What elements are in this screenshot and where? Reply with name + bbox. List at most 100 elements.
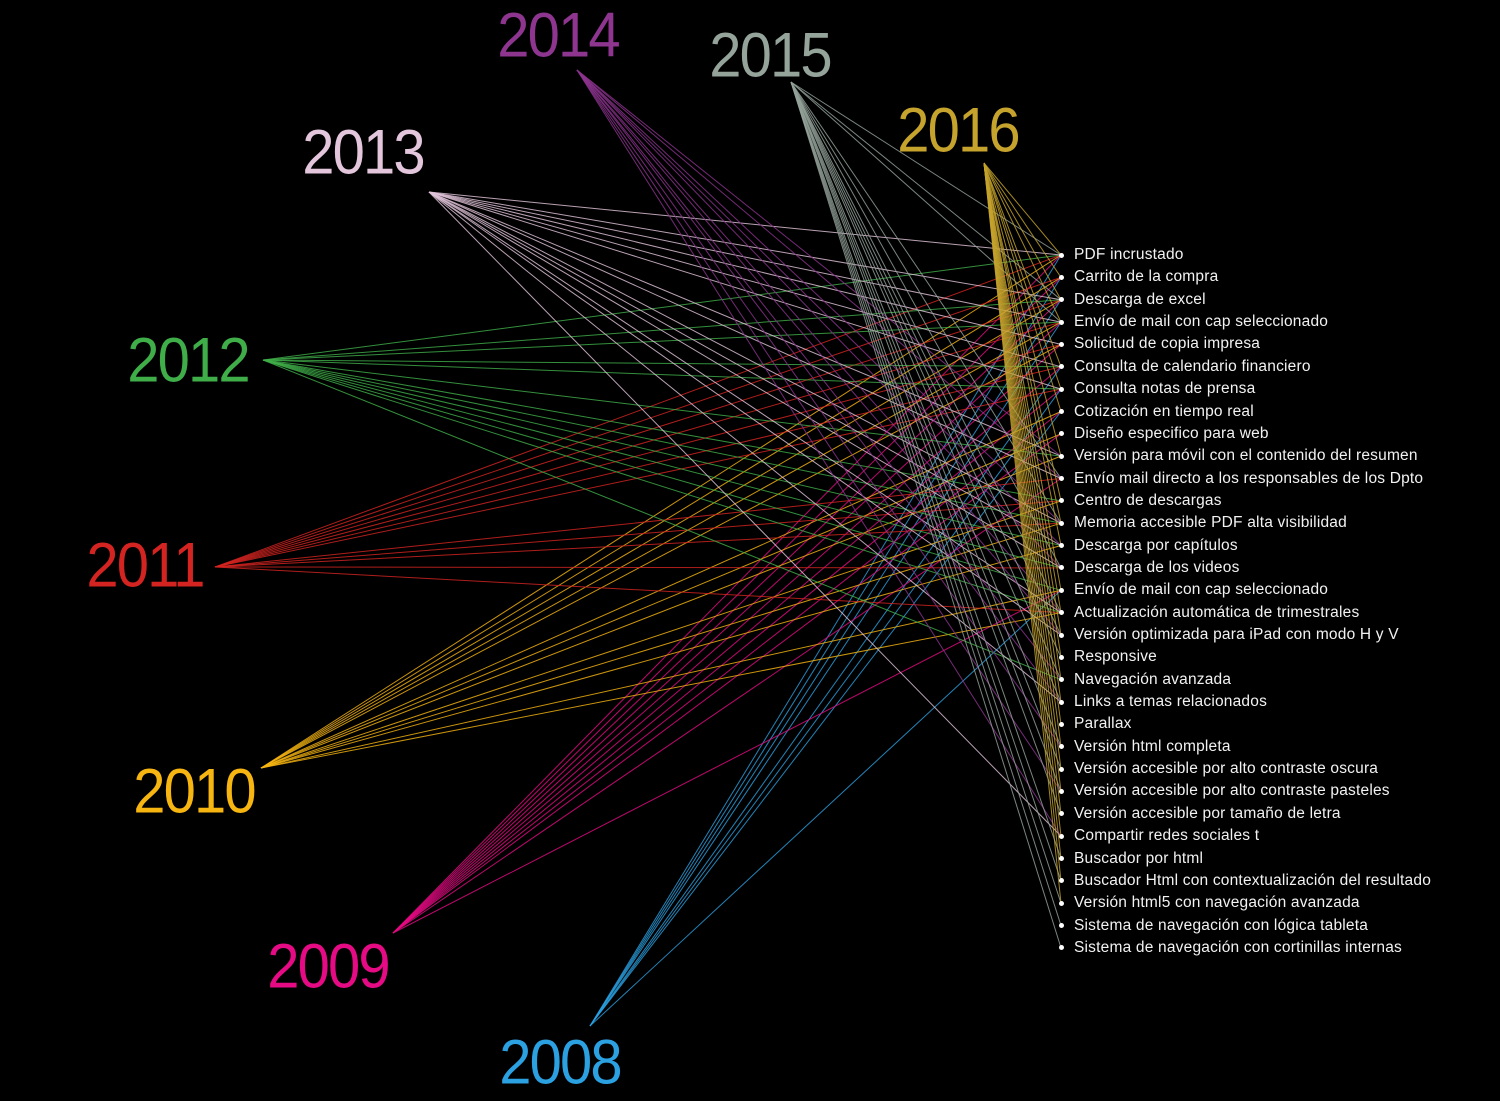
link-line-2009 <box>392 589 1062 934</box>
feature-item: Sistema de navegación con cortinillas in… <box>1059 939 1402 957</box>
link-line-2015 <box>790 81 1062 323</box>
link-line-2016 <box>983 162 1062 457</box>
feature-label: Envío de mail con cap seleccionado <box>1074 313 1329 331</box>
link-line-2016 <box>983 162 1062 278</box>
bullet-icon <box>1059 923 1064 928</box>
link-line-2014 <box>576 69 1062 747</box>
link-line-2016 <box>983 162 1062 367</box>
link-line-2013 <box>428 191 1062 636</box>
link-line-2015 <box>790 81 1062 301</box>
link-line-2011 <box>214 276 1062 568</box>
link-line-2015 <box>790 81 1062 859</box>
link-line-2012 <box>262 359 1062 457</box>
link-line-2014 <box>576 69 1062 837</box>
bullet-icon <box>1059 587 1064 593</box>
link-line-2008 <box>589 277 1062 1027</box>
bullet-icon <box>1059 498 1064 504</box>
link-line-2011 <box>214 566 1062 614</box>
year-label-2015: 2015 <box>709 20 832 91</box>
link-line-2008 <box>589 254 1062 1027</box>
link-line-2014 <box>576 69 1062 792</box>
link-line-2011 <box>214 500 1062 568</box>
feature-item: Consulta notas de prensa <box>1059 380 1255 398</box>
feature-label: Links a temas relacionados <box>1074 693 1268 710</box>
bullet-icon <box>1059 900 1064 906</box>
link-line-2015 <box>790 81 1062 256</box>
bullet-icon <box>1059 431 1064 437</box>
link-line-2008 <box>589 366 1062 1027</box>
link-line-2012 <box>262 359 1062 614</box>
bullet-icon <box>1059 453 1064 459</box>
link-line-2016 <box>983 162 1062 636</box>
feature-item: Versión html5 con navegación avanzada <box>1059 894 1360 912</box>
link-line-2010 <box>260 433 1062 769</box>
feature-label: Envío de mail con cap seleccionado <box>1074 581 1329 599</box>
year-label-2012: 2012 <box>127 325 250 396</box>
link-line-2016 <box>983 162 1062 658</box>
feature-item: Buscador Html con contextualización del … <box>1059 872 1431 890</box>
feature-label: Sistema de navegación con lógica tableta <box>1074 916 1369 934</box>
link-line-2012 <box>262 359 1062 502</box>
link-line-2011 <box>214 321 1062 568</box>
link-line-2010 <box>260 589 1062 769</box>
link-line-2015 <box>790 81 1062 703</box>
link-line-2009 <box>392 254 1062 934</box>
feature-item: Sistema de navegación con lógica tableta <box>1059 917 1368 935</box>
feature-label: Versión html completa <box>1074 737 1231 755</box>
link-line-2015 <box>790 81 1062 904</box>
feature-item: Actualización automática de trimestrales <box>1059 604 1359 622</box>
year-label-2008: 2008 <box>499 1027 622 1098</box>
link-line-2016 <box>983 162 1062 904</box>
link-line-2016 <box>983 162 1062 703</box>
feature-item: Descarga por capítulos <box>1059 537 1238 555</box>
feature-label: Buscador Html con contextualización del … <box>1074 871 1432 889</box>
bullet-icon <box>1059 744 1064 750</box>
link-line-2010 <box>260 254 1062 769</box>
year-label-2010: 2010 <box>133 756 256 827</box>
feature-item: Responsive <box>1059 648 1157 666</box>
feature-item: Centro de descargas <box>1059 492 1222 510</box>
link-line-2016 <box>983 162 1062 613</box>
feature-item: Versión accesible por alto contraste pas… <box>1059 782 1390 800</box>
link-line-2014 <box>576 69 1062 703</box>
link-line-2014 <box>576 69 1062 613</box>
link-line-2015 <box>790 81 1062 747</box>
link-line-2016 <box>983 162 1062 502</box>
link-line-2013 <box>428 191 1062 703</box>
link-line-2013 <box>428 191 1062 569</box>
link-line-2013 <box>428 191 1062 301</box>
feature-label: Responsive <box>1074 648 1157 666</box>
feature-label: Parallax <box>1074 715 1132 733</box>
feature-label: Carrito de la compra <box>1074 268 1219 286</box>
feature-item: Descarga de excel <box>1059 291 1206 309</box>
link-line-2013 <box>428 191 1062 345</box>
feature-label: Centro de descargas <box>1074 491 1222 509</box>
link-line-2015 <box>790 81 1062 792</box>
year-label-2016: 2016 <box>897 95 1020 166</box>
bullet-icon <box>1059 788 1064 794</box>
bullet-icon <box>1059 833 1064 839</box>
feature-item: Versión optimizada para iPad con modo H … <box>1059 626 1399 644</box>
bullet-icon <box>1059 610 1064 616</box>
feature-label: PDF incrustado <box>1074 246 1184 263</box>
feature-item: Versión html completa <box>1059 738 1231 756</box>
link-line-2011 <box>214 478 1062 568</box>
feature-label: Descarga de excel <box>1074 290 1206 308</box>
link-line-2010 <box>260 500 1062 769</box>
link-line-2014 <box>576 69 1062 524</box>
feature-label: Buscador por html <box>1074 849 1204 867</box>
link-line-2009 <box>392 321 1062 934</box>
feature-label: Memoria accesible PDF alta visibilidad <box>1074 514 1347 532</box>
link-line-2016 <box>983 162 1062 546</box>
feature-item: Consulta de calendario financiero <box>1059 358 1311 376</box>
link-line-2009 <box>392 277 1062 934</box>
link-line-2010 <box>260 299 1062 769</box>
link-line-2016 <box>983 162 1062 412</box>
bullet-icon <box>1059 699 1064 705</box>
feature-item: PDF incrustado <box>1059 246 1184 264</box>
feature-item: Diseño especifico para web <box>1059 425 1269 443</box>
feature-label: Cotización en tiempo real <box>1074 402 1254 420</box>
link-line-2015 <box>790 81 1062 658</box>
link-line-2011 <box>214 254 1062 568</box>
link-line-2016 <box>983 162 1062 524</box>
